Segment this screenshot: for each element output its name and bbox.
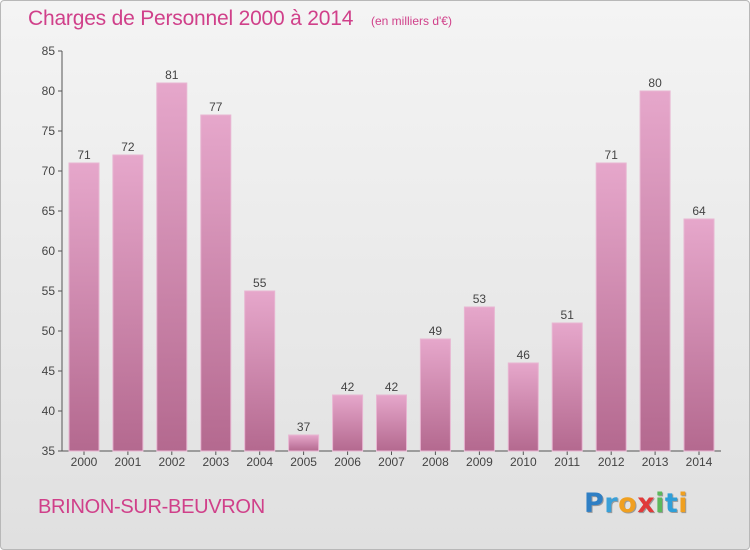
data-label-2001: 72 [121,140,135,154]
x-tick-label-2003: 2003 [202,455,229,469]
bar-2002 [156,82,188,452]
y-tick-label: 80 [42,84,56,98]
logo-letter-2: o [618,488,638,519]
logo-letter-4: i [655,488,665,519]
data-labels: 71 72 81 77 55 37 42 42 49 53 46 51 71 80 64 [77,68,706,434]
data-label-2013: 80 [648,76,662,90]
x-tick-label-2004: 2004 [246,455,273,469]
data-label-2012: 71 [605,148,619,162]
y-tick-label: 60 [42,244,56,258]
data-label-2009: 53 [473,292,487,306]
bar-2006 [332,394,364,452]
x-tick-label-2013: 2013 [642,455,669,469]
bar-2001 [112,154,144,452]
y-tick-label: 85 [42,44,56,58]
x-tick-label-2010: 2010 [510,455,537,469]
x-tick-label-2014: 2014 [686,455,713,469]
chart-title: Charges de Personnel 2000 à 2014 [28,7,354,30]
y-axis: 35 40 45 50 55 60 65 70 75 80 85 [42,44,63,458]
bar-2003 [200,114,232,452]
x-axis: 2000 2001 2002 2003 2004 2005 2006 2007 2008 2009… [62,450,721,469]
x-tick-label-2001: 2001 [115,455,142,469]
data-label-2007: 42 [385,380,399,394]
data-label-2003: 77 [209,100,223,114]
data-label-2011: 51 [561,308,575,322]
data-label-2005: 37 [297,420,311,434]
data-label-2008: 49 [429,324,443,338]
city-name: BRINON-SUR-BEUVRON [38,496,265,518]
data-label-2006: 42 [341,380,355,394]
data-label-2010: 46 [517,348,531,362]
x-tick-label-2008: 2008 [422,455,449,469]
x-tick-label-2000: 2000 [71,455,98,469]
x-tick-label-2011: 2011 [554,455,580,469]
y-tick-label: 40 [42,404,56,418]
bar-2005 [288,434,320,452]
data-label-2002: 81 [165,68,179,82]
y-tick-label: 55 [42,284,56,298]
x-tick-label-2006: 2006 [334,455,361,469]
y-tick-label: 35 [42,444,56,458]
y-tick-label: 65 [42,204,56,218]
x-tick-label-2009: 2009 [466,455,493,469]
bar-2004 [244,290,276,452]
bar-2011 [551,322,583,452]
logo-letter-5: t [664,488,679,519]
logo-letter-0: P [584,488,605,519]
logo-letter-6: i [678,488,689,519]
x-tick-label-2012: 2012 [598,455,625,469]
x-tick-label-2005: 2005 [290,455,317,469]
bar-2013 [639,90,671,452]
bar-2009 [463,306,495,452]
x-tick-label-2007: 2007 [378,455,405,469]
x-tick-label-2002: 2002 [158,455,185,469]
y-tick-label: 50 [42,324,56,338]
bar-2000 [68,162,100,452]
y-tick-label: 70 [42,164,56,178]
y-tick-label: 45 [42,364,56,378]
logo-letter-3: x [637,488,656,519]
bar-2007 [376,394,407,452]
bar-2012 [595,162,627,452]
y-tick-label: 75 [42,124,56,138]
chart-unit: (en milliers d'€) [371,14,452,28]
data-label-2014: 64 [692,204,706,218]
bar-2010 [507,362,539,452]
proxiti-logo[interactable]: Proxiti [584,488,688,519]
bar-2014 [683,218,715,452]
data-label-2004: 55 [253,276,267,290]
logo-letter-1: r [604,488,619,519]
data-label-2000: 71 [77,148,91,162]
bars [68,82,715,452]
bar-2008 [419,338,451,452]
